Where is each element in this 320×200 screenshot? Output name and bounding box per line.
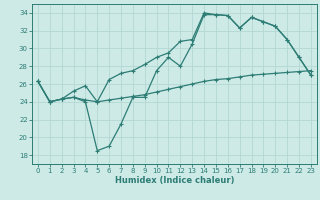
X-axis label: Humidex (Indice chaleur): Humidex (Indice chaleur) [115, 176, 234, 185]
